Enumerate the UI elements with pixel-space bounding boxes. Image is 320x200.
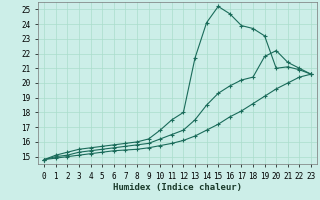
X-axis label: Humidex (Indice chaleur): Humidex (Indice chaleur) <box>113 183 242 192</box>
